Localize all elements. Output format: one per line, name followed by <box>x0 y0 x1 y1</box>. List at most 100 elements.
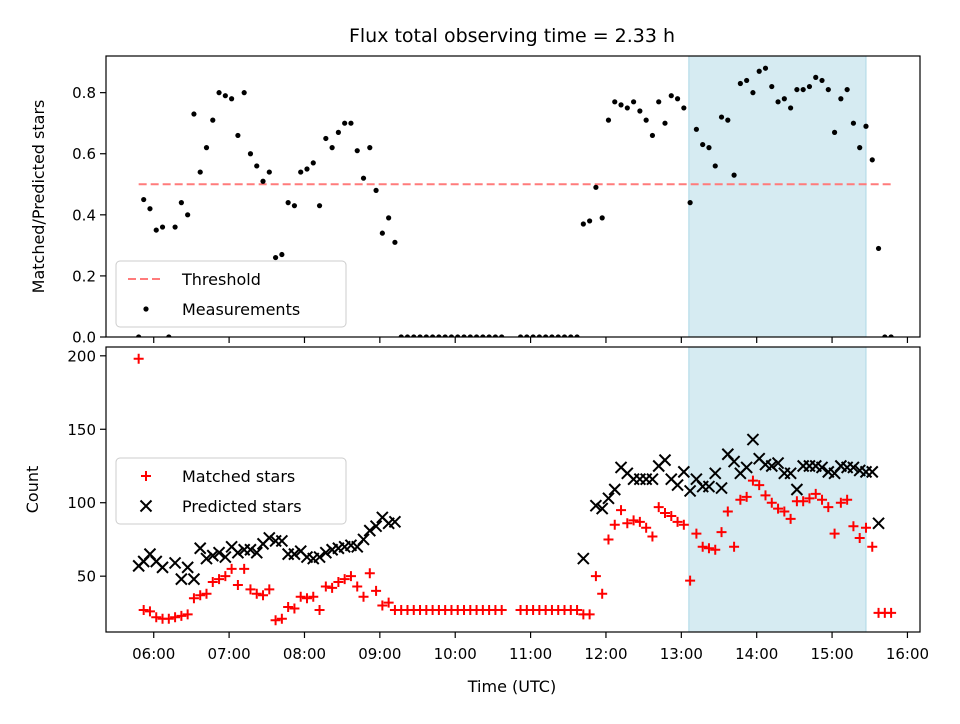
measurement-point <box>159 224 166 230</box>
measurement-point <box>360 175 367 181</box>
matched-star-point <box>371 585 382 596</box>
predicted-star-point <box>677 465 691 479</box>
matched-star-point <box>239 563 250 574</box>
matched-star-point <box>327 582 338 593</box>
matched-star-point <box>201 588 212 599</box>
legend-box <box>115 260 347 328</box>
predicted-star-point <box>313 550 326 564</box>
measurement-point <box>706 145 712 151</box>
measurement-point <box>411 334 417 337</box>
matched-star-point <box>377 600 388 611</box>
measurement-point <box>656 99 662 105</box>
matched-star-point <box>867 541 878 552</box>
y-tick-label: 0.2 <box>72 267 96 285</box>
y-tick-label: 0.4 <box>72 206 96 224</box>
measurement-point <box>197 169 203 175</box>
matched-star-point <box>779 506 790 517</box>
matched-star-point <box>735 494 746 505</box>
measurement-point <box>272 254 279 261</box>
measurement-point <box>216 90 222 96</box>
matched-star-point <box>823 502 834 513</box>
measurement-point <box>254 163 260 169</box>
y-tick-label: 50 <box>77 568 96 586</box>
x-tick-label: 09:00 <box>358 645 401 663</box>
predicted-star-point <box>702 480 716 493</box>
predicted-star-point <box>275 534 289 548</box>
matched-star-point <box>773 503 784 514</box>
predicted-star-point <box>771 456 785 470</box>
predicted-star-point <box>658 453 672 467</box>
measurement-point <box>800 86 806 93</box>
predicted-star-point <box>639 473 653 486</box>
matched-star-point <box>151 612 162 623</box>
matched-star-point <box>653 502 664 513</box>
measurement-point <box>819 77 825 84</box>
matched-star-point <box>133 353 144 364</box>
measurement-point <box>725 117 731 123</box>
x-tick-label: 12:00 <box>584 645 627 663</box>
legend-label: Matched stars <box>182 467 295 486</box>
x-tick-label: 16:00 <box>886 645 929 663</box>
measurement-point <box>367 145 373 151</box>
matched-star-point <box>659 508 670 519</box>
measurement-point <box>593 184 599 190</box>
matched-star-point <box>666 510 677 521</box>
predicted-star-point <box>633 473 647 486</box>
measurement-point <box>530 334 536 337</box>
measurement-point <box>882 334 888 337</box>
matched-star-point <box>170 612 181 623</box>
measurement-point <box>888 334 894 337</box>
measurement-point <box>348 120 354 126</box>
x-tick-label: 11:00 <box>509 645 552 663</box>
measurement-point <box>788 105 794 111</box>
matched-star-point <box>697 541 708 552</box>
measurement-point <box>775 99 781 105</box>
measurement-point <box>517 334 524 337</box>
measurement-point <box>247 151 254 157</box>
measurement-point <box>379 230 385 236</box>
measurement-point <box>304 166 310 172</box>
measurement-point <box>587 218 593 224</box>
matched-star-point <box>710 544 721 555</box>
matched-star-point <box>729 541 740 552</box>
measurement-point <box>750 90 756 96</box>
measurement-point <box>687 200 693 206</box>
measurement-point <box>549 334 555 337</box>
y-axis-label: Matched/Predicted stars <box>29 100 48 294</box>
measurement-point <box>568 334 574 337</box>
predicted-star-point <box>357 533 370 546</box>
measurement-point <box>524 334 530 337</box>
series-matched-stars <box>133 353 897 626</box>
measurement-point <box>153 227 159 233</box>
matched-star-point <box>333 577 344 588</box>
legend: Threshold Measurements <box>115 260 347 328</box>
measurement-point <box>480 334 486 337</box>
measurement-point <box>436 334 442 337</box>
measurement-point <box>241 90 247 96</box>
matched-star-point <box>810 488 821 499</box>
measurement-point <box>235 132 241 139</box>
matched-star-point <box>842 494 853 505</box>
measurement-point <box>700 141 706 148</box>
predicted-star-point <box>388 515 402 529</box>
matched-star-point <box>798 496 809 507</box>
predicted-star-point <box>815 461 829 474</box>
predicted-star-point <box>595 502 609 515</box>
y-tick-label: 100 <box>67 494 96 512</box>
predicted-star-point <box>200 552 213 565</box>
measurement-point <box>285 200 291 206</box>
y-tick-label: 0.6 <box>72 145 96 163</box>
matched-star-point <box>182 609 193 620</box>
measurement-point <box>398 334 404 337</box>
measurement-point <box>630 99 637 105</box>
predicted-star-point <box>577 552 590 565</box>
measurement-point <box>580 221 586 227</box>
predicted-star-point <box>244 543 257 556</box>
matched-star-point <box>622 518 633 529</box>
matched-star-point <box>672 516 683 527</box>
matched-star-point <box>496 604 507 615</box>
plot-area <box>132 353 897 626</box>
matched-star-point <box>716 527 727 538</box>
measurement-point <box>222 93 228 99</box>
matched-star-point <box>364 568 375 579</box>
